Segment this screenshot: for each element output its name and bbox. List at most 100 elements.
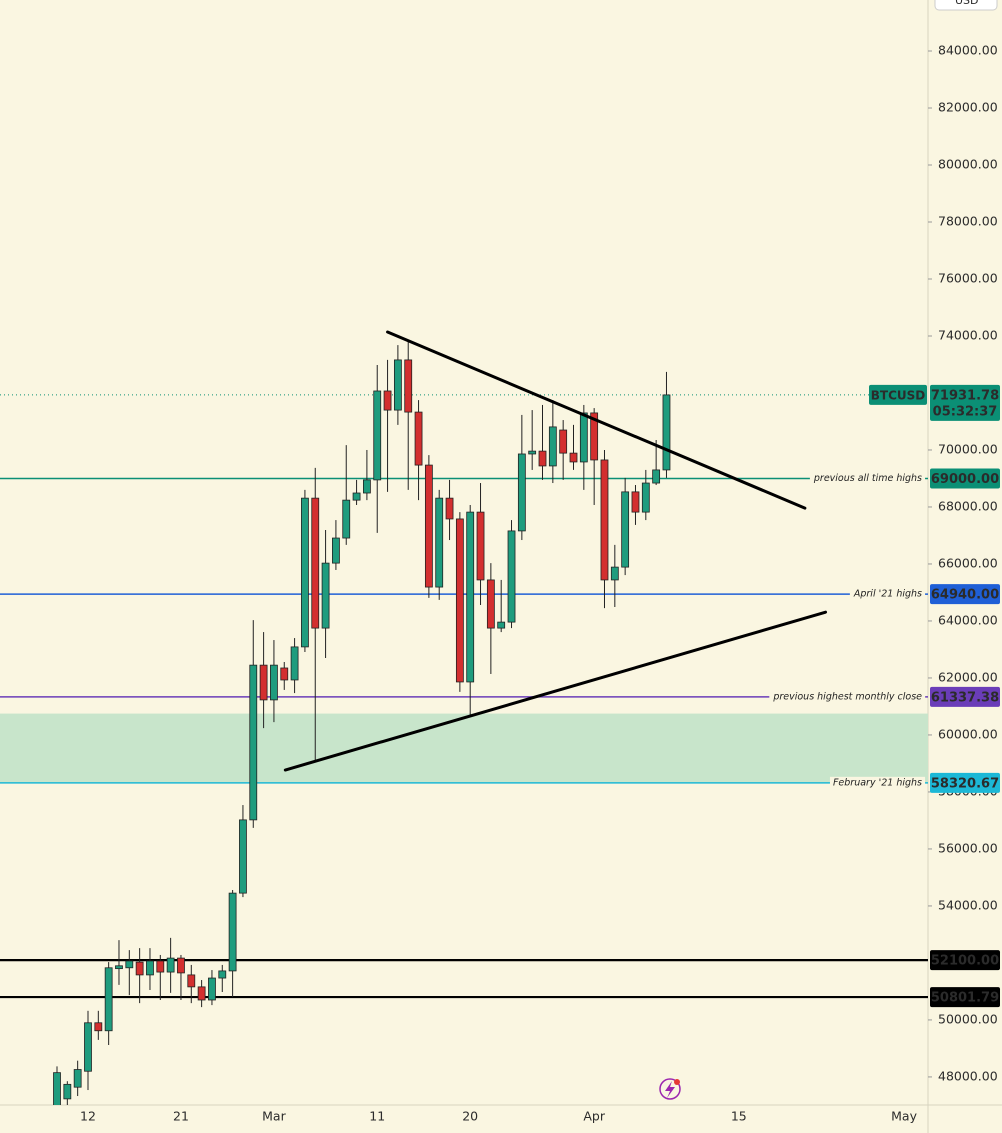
level-note-bg [829,776,926,789]
candle-body [631,491,640,513]
candle-body [538,450,547,467]
candle-body [559,429,568,454]
candle-body [600,459,609,581]
candle-body [579,412,588,463]
candle-body [73,1069,82,1088]
candle-body [373,390,382,481]
candle-body [104,967,113,1032]
y-tick-label: 74000.00 [938,327,998,342]
candle-body [218,970,227,979]
price-label: 71931.78 [931,388,999,403]
candle-body [662,394,671,471]
y-tick-label: 60000.00 [938,726,998,741]
candle-body [280,667,289,681]
level-box [930,772,1000,793]
x-tick-label: 20 [462,1109,478,1124]
level-label: 64940.00 [931,588,999,603]
candle-body [393,359,402,411]
candle-body [311,497,320,629]
candle-body [53,1072,61,1105]
candle-body [146,960,154,976]
x-tick-label: 21 [173,1109,189,1124]
level-note: February '21 highs [833,777,922,788]
countdown: 05:32:37 [933,404,998,419]
candle-body [63,1083,72,1100]
y-tick-label: 48000.00 [938,1068,998,1083]
level-label: 52100.00 [931,954,999,969]
axes: 84000.00 82000.00 80000.00 78000.00 76000.00… [80,43,998,1124]
candle-body [610,566,619,581]
currency-label: USD [955,0,979,7]
level-label: 61337.38 [931,690,999,705]
currency-button[interactable] [934,0,998,11]
candle-body [435,497,444,588]
level-note: previous all time highs [813,473,922,484]
candle-body [507,530,516,623]
ticker-label: BTCUSD [871,388,926,402]
ticker-box [869,384,927,405]
candle-body [466,511,475,683]
candle-body [166,957,175,973]
candle-body [590,412,599,461]
y-tick-label: 54000.00 [938,897,998,912]
candle-body [476,511,485,581]
level-note: April '21 highs [853,589,922,600]
candle-body [270,664,278,701]
candle-body [239,819,247,894]
candle-body [228,892,237,972]
candle-body [652,469,661,484]
level-label: 50801.79 [931,991,999,1006]
level-box [930,950,1000,971]
y-tick-label: 80000.00 [938,157,998,172]
y-tick-label: 82000.00 [938,100,998,115]
trendline [283,610,828,772]
candle-body [249,664,258,821]
x-tick-label: Mar [262,1109,286,1124]
y-tick-label: 66000.00 [938,555,998,570]
x-tick-label: 15 [731,1109,747,1124]
level-box [930,686,1000,707]
x-tick-label: May [891,1109,917,1124]
x-tick-label: 11 [369,1109,385,1124]
candle-body [342,499,351,539]
candle-body [404,359,413,413]
level-label: 58320.67 [931,776,999,791]
candle-body [208,977,216,1001]
candle-body [414,411,423,466]
candle-body [486,579,495,629]
candle-body [115,965,123,970]
candle-body [197,986,206,1001]
y-tick-label: 62000.00 [938,669,998,684]
candle-body [528,450,537,455]
y-tick-label: 50000.00 [938,1011,998,1026]
candle-body [259,664,268,701]
candle-body [321,562,330,629]
icon-dot [674,1079,680,1085]
candle-body [187,974,196,988]
candle-body [621,491,630,568]
level-box [930,468,1000,489]
candle-body [177,957,185,974]
level-note-bg [809,472,926,485]
level-note-bg [849,588,926,601]
candle-body [383,390,392,411]
candle-body [424,464,433,588]
level-box [930,987,1000,1008]
y-tick-label: 68000.00 [938,498,998,513]
level-box [930,584,1000,605]
candle-body [548,426,557,467]
candle-body [445,497,454,520]
y-tick-label: 76000.00 [938,270,998,285]
x-tick-label: 12 [80,1109,96,1124]
lightning-icon[interactable] [659,1078,681,1100]
candle-body [455,518,464,683]
price-box [930,384,1000,421]
candle-body [569,452,578,463]
y-tick-label: 84000.00 [938,43,998,58]
level-label: 69000.00 [931,472,999,487]
candle-body [352,492,361,501]
x-tick-label: Apr [583,1109,605,1124]
overlays: previous all time highs 69000.00 April '21… [769,0,1000,1008]
